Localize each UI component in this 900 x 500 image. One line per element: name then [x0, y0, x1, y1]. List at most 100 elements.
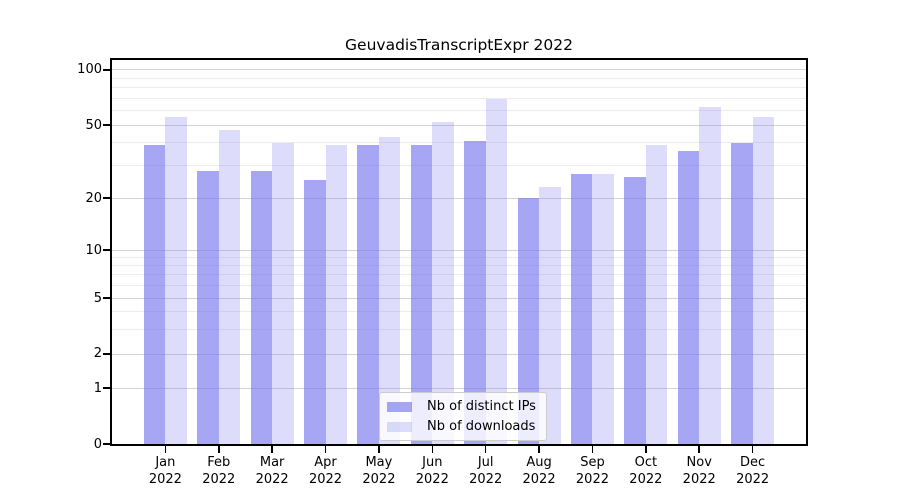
- x-tick-mark: [324, 446, 327, 453]
- x-tick-label: May 2022: [347, 454, 411, 488]
- y-tick-mark: [103, 249, 110, 251]
- major-gridline: [112, 197, 806, 199]
- bar-distinct-ips: [624, 177, 646, 444]
- x-tick-mark: [538, 446, 540, 453]
- x-tick-month: Sep: [580, 455, 605, 470]
- x-tick-mark: [164, 446, 167, 453]
- x-tick-year: 2022: [736, 472, 770, 487]
- legend-label: Nb of downloads: [427, 419, 536, 434]
- y-tick-label: 50: [85, 117, 102, 133]
- bar-distinct-ips: [677, 151, 700, 444]
- bar-distinct-ips: [143, 144, 166, 444]
- bar-distinct-ips: [304, 180, 326, 444]
- x-tick-month: Feb: [207, 455, 231, 470]
- y-tick-mark: [103, 353, 110, 355]
- minor-gridline: [112, 97, 806, 99]
- bar-distinct-ips: [731, 142, 753, 444]
- minor-gridline: [112, 77, 806, 79]
- bar-downloads: [645, 144, 668, 444]
- x-tick-label: Apr 2022: [294, 454, 358, 488]
- minor-gridline: [112, 165, 806, 167]
- minor-gridline: [112, 110, 806, 112]
- x-tick-label: Mar 2022: [240, 454, 304, 488]
- x-tick-mark: [698, 446, 700, 453]
- x-tick-year: 2022: [682, 472, 716, 487]
- y-tick-mark: [103, 297, 110, 299]
- x-tick-mark: [431, 446, 434, 453]
- y-tick-mark: [103, 197, 110, 199]
- major-gridline: [112, 353, 806, 355]
- x-tick-mark: [484, 446, 487, 453]
- bar-downloads: [539, 186, 561, 444]
- x-tick-month: May: [365, 455, 393, 470]
- x-tick-year: 2022: [415, 472, 449, 487]
- bar-distinct-ips: [357, 144, 379, 444]
- x-tick-month: Oct: [634, 455, 658, 470]
- x-tick-month: Jul: [477, 455, 494, 470]
- major-gridline: [112, 249, 806, 251]
- y-tick-mark: [103, 443, 110, 445]
- x-tick-year: 2022: [362, 472, 396, 487]
- x-tick-mark: [645, 446, 647, 453]
- bar-downloads: [592, 174, 614, 444]
- x-tick-year: 2022: [148, 472, 182, 487]
- y-tick-label: 1: [93, 380, 102, 396]
- major-gridline: [112, 387, 806, 389]
- y-tick-mark: [103, 124, 110, 126]
- major-gridline: [112, 69, 806, 71]
- minor-gridline: [112, 87, 806, 89]
- x-tick-label: Jul 2022: [454, 454, 518, 488]
- minor-gridline: [112, 256, 806, 258]
- major-gridline: [112, 297, 806, 299]
- x-tick-label: Nov 2022: [667, 454, 731, 488]
- bar-distinct-ips: [517, 198, 540, 444]
- y-tick-mark: [103, 387, 110, 389]
- y-tick-label: 5: [93, 290, 102, 306]
- x-tick-mark: [751, 446, 754, 453]
- x-tick-label: Feb 2022: [187, 454, 251, 488]
- x-tick-label: Jan 2022: [133, 454, 197, 488]
- x-tick-year: 2022: [255, 472, 289, 487]
- minor-gridline: [112, 264, 806, 266]
- x-tick-year: 2022: [629, 472, 663, 487]
- y-tick-label: 100: [77, 62, 102, 78]
- y-tick-label: 20: [85, 190, 102, 206]
- bar-distinct-ips: [410, 144, 433, 444]
- y-tick-label: 0: [93, 436, 102, 452]
- y-tick-label: 10: [85, 242, 102, 258]
- bar-downloads: [165, 117, 187, 444]
- x-tick-year: 2022: [308, 472, 343, 487]
- x-tick-mark: [378, 446, 380, 453]
- x-tick-mark: [218, 446, 220, 453]
- minor-gridline: [112, 328, 806, 330]
- bar-distinct-ips: [464, 140, 486, 444]
- x-tick-label: Dec 2022: [721, 454, 785, 488]
- major-gridline: [112, 124, 806, 126]
- bar-downloads: [485, 99, 508, 444]
- bar-distinct-ips: [197, 171, 219, 444]
- x-tick-label: Oct 2022: [614, 454, 678, 488]
- legend-label: Nb of distinct IPs: [427, 399, 536, 414]
- x-tick-label: Aug 2022: [507, 454, 571, 488]
- legend-item-downloads: Nb of downloads: [387, 418, 536, 435]
- x-tick-month: Mar: [259, 455, 285, 470]
- x-tick-month: Jan: [155, 455, 176, 470]
- legend: Nb of distinct IPs Nb of downloads: [379, 392, 547, 441]
- x-tick-year: 2022: [522, 472, 556, 487]
- x-tick-mark: [591, 446, 594, 453]
- x-tick-mark: [271, 446, 273, 453]
- bar-downloads: [272, 142, 294, 444]
- x-tick-month: Jun: [422, 455, 443, 470]
- bar-downloads: [699, 106, 721, 444]
- minor-gridline: [112, 284, 806, 286]
- x-tick-label: Sep 2022: [560, 454, 624, 488]
- plot-area: [110, 58, 808, 446]
- bar-downloads: [752, 117, 775, 444]
- bar-downloads: [218, 129, 241, 444]
- bar-downloads: [325, 144, 348, 444]
- x-tick-label: Jun 2022: [400, 454, 464, 488]
- x-tick-year: 2022: [469, 472, 503, 487]
- minor-gridline: [112, 274, 806, 276]
- bar-downloads: [432, 121, 454, 444]
